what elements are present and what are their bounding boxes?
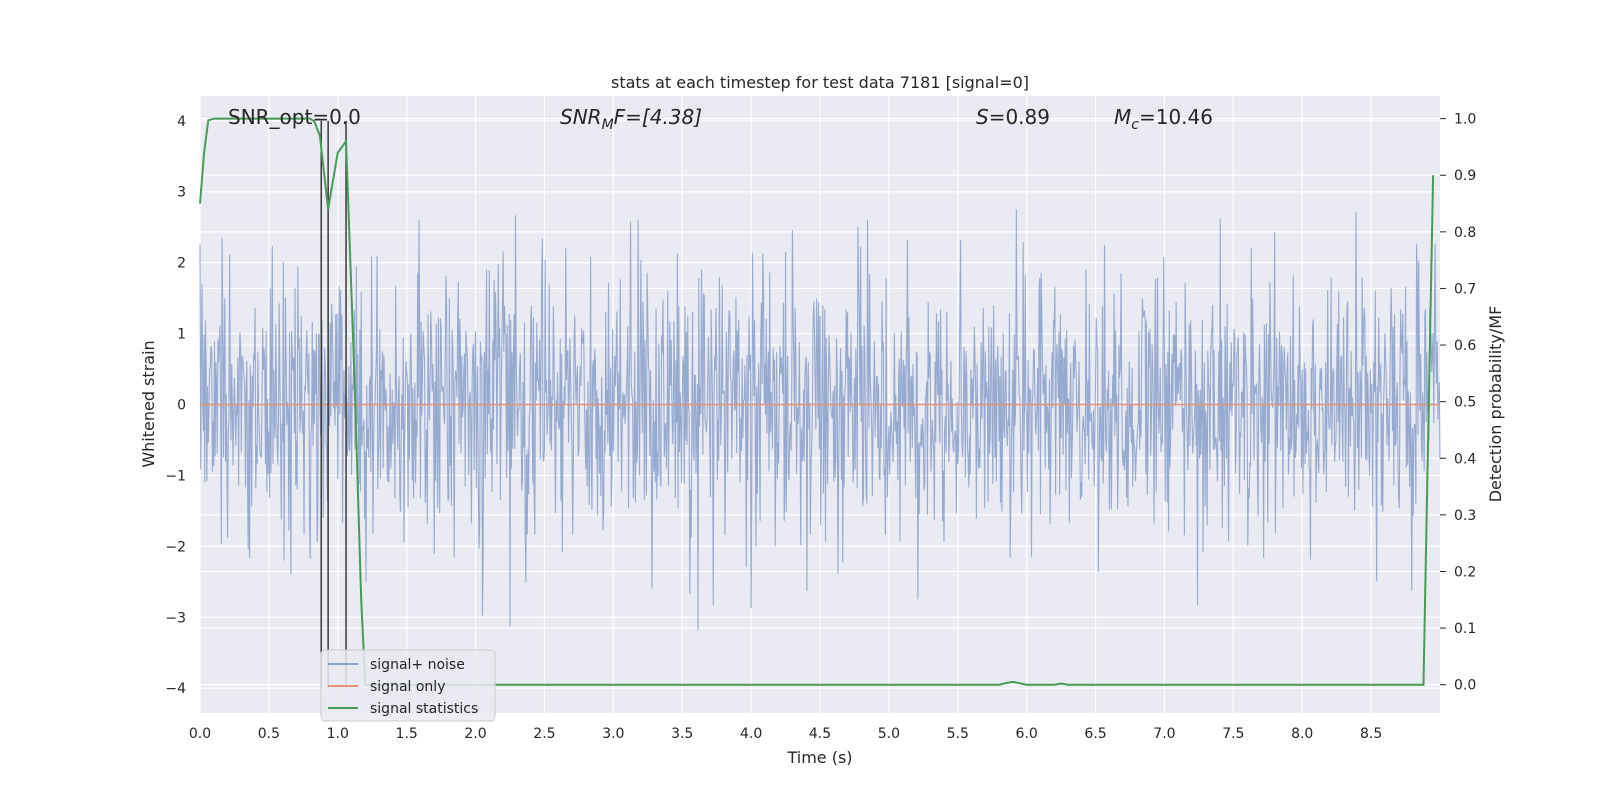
x-tick-label-7: 3.5 <box>671 726 693 742</box>
series-signal-noise <box>199 209 1441 631</box>
annotation-mc: Mc=10.46 <box>1114 105 1213 133</box>
y-axis-label: Whitened strain <box>139 340 158 467</box>
x-tick-label-0: 0.0 <box>189 726 211 742</box>
x-tick-label-1: 0.5 <box>258 726 280 742</box>
annotation-snr-mf: SNRMF=[4.38] <box>560 105 702 133</box>
annotation-mc-subscript: c <box>1131 117 1139 133</box>
annotation-mc-value: =10.46 <box>1139 105 1213 129</box>
y-tick-label-4: 0 <box>177 398 186 414</box>
legend-label-signal-only: signal only <box>370 679 445 695</box>
vertical-markers <box>320 120 347 689</box>
y2-tick-label-0: 1.0 <box>1454 112 1476 128</box>
x-tick-label-8: 4.0 <box>740 726 762 742</box>
chart-title: stats at each timestep for test data 718… <box>611 73 1029 92</box>
x-tick-label-11: 5.5 <box>947 726 969 742</box>
x-tick-label-12: 6.0 <box>1016 726 1038 742</box>
x-axis-label: Time (s) <box>786 748 852 767</box>
annotation-snr-mf-symbol: SNR <box>560 105 602 129</box>
annotation-s-symbol: S <box>976 105 989 129</box>
annotation-s-value: =0.89 <box>989 105 1050 129</box>
line-signal-noise <box>199 209 1441 631</box>
y-tick-label-0: 4 <box>177 114 186 130</box>
x-tick-label-17: 8.5 <box>1360 726 1382 742</box>
x-axis-ticks: 0.0 0.5 1.0 1.5 2.0 2.5 3.0 3.5 4.0 4.5 5.0 5.5 6.0 6… <box>189 726 1382 742</box>
y-tick-label-1: 3 <box>177 185 186 201</box>
y-tick-label-8: −4 <box>165 681 186 697</box>
x-tick-label-5: 2.5 <box>533 726 555 742</box>
y-tick-label-6: −2 <box>165 539 186 555</box>
x-tick-label-2: 1.0 <box>327 726 349 742</box>
x-tick-label-16: 8.0 <box>1291 726 1313 742</box>
legend-label-signal-statistics: signal statistics <box>370 701 478 717</box>
x-tick-label-3: 1.5 <box>396 726 418 742</box>
y2-tick-label-4: 0.6 <box>1454 338 1476 354</box>
annotation-s: S=0.89 <box>976 105 1050 129</box>
legend-label-signal-noise: signal+ noise <box>370 657 465 673</box>
x-tick-label-10: 5.0 <box>878 726 900 742</box>
x-tick-label-4: 2.0 <box>464 726 486 742</box>
y2-tick-label-8: 0.2 <box>1454 564 1476 580</box>
annotation-mc-symbol: M <box>1114 105 1131 129</box>
annotation-snr-opt: SNR_opt=0.0 <box>228 105 361 129</box>
y2-tick-label-2: 0.8 <box>1454 225 1476 241</box>
legend: signal+ noise signal only signal statist… <box>320 649 496 722</box>
x-tick-label-6: 3.0 <box>602 726 624 742</box>
y2-axis-label: Detection probability/MF <box>1486 306 1505 503</box>
x-tick-label-15: 7.5 <box>1222 726 1244 742</box>
y2-tick-label-9: 0.1 <box>1454 621 1476 637</box>
y2-tick-label-5: 0.5 <box>1454 395 1476 411</box>
y2-tick-label-1: 0.9 <box>1454 168 1476 184</box>
annotation-snr-mf-subscript: M <box>602 117 614 133</box>
x-tick-label-9: 4.5 <box>809 726 831 742</box>
y-tick-label-5: −1 <box>165 468 186 484</box>
y2-axis-ticks: 1.0 0.9 0.8 0.7 0.6 0.5 0.4 0.3 0.2 0.1 0.0 <box>1440 112 1476 694</box>
y-tick-label-7: −3 <box>165 610 186 626</box>
x-tick-label-13: 6.5 <box>1084 726 1106 742</box>
y2-tick-label-3: 0.7 <box>1454 281 1476 297</box>
annotation-snr-mf-value: F=[4.38] <box>614 105 702 129</box>
y-tick-label-3: 1 <box>177 327 186 343</box>
y2-tick-label-6: 0.4 <box>1454 451 1476 467</box>
y-tick-label-2: 2 <box>177 256 186 272</box>
y2-tick-label-7: 0.3 <box>1454 508 1476 524</box>
legend-box <box>320 649 496 722</box>
y-axis-ticks: 4 3 2 1 0 −1 −2 −3 −4 <box>165 114 186 697</box>
y2-tick-label-10: 0.0 <box>1454 678 1476 694</box>
x-tick-label-14: 7.0 <box>1153 726 1175 742</box>
